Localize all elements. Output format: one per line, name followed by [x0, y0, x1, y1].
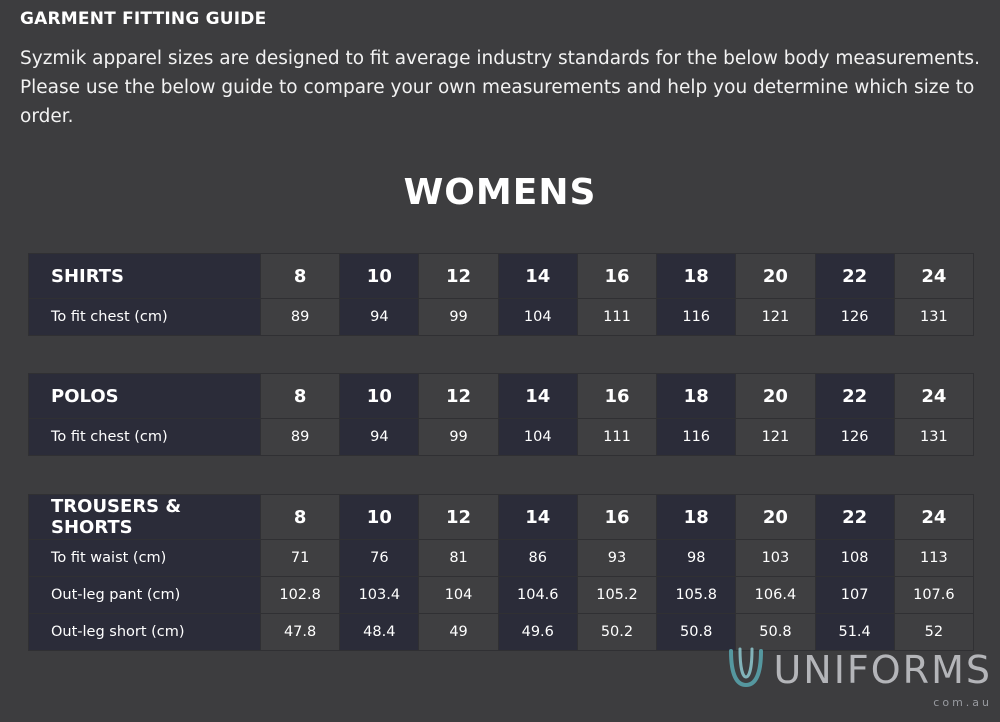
table-cell: 106.4 — [735, 576, 816, 614]
table-cell: 111 — [576, 418, 658, 456]
table-cell: 121 — [735, 298, 816, 336]
watermark-name: UNIFORMS — [773, 648, 992, 692]
size-header: 24 — [893, 373, 975, 419]
size-header: 10 — [339, 373, 420, 419]
table-cell: 99 — [418, 418, 499, 456]
table-cell: 103.4 — [339, 576, 420, 614]
page-heading: GARMENT FITTING GUIDE — [20, 9, 267, 29]
table-cell: 105.8 — [656, 576, 737, 614]
watermark-text: UNIFORMS com.au — [773, 648, 992, 709]
size-header: 18 — [656, 373, 737, 419]
table-cell: 48.4 — [339, 613, 420, 651]
table-cell: 104 — [418, 576, 499, 614]
size-header: 14 — [497, 494, 578, 540]
size-header: 18 — [656, 494, 737, 540]
table-cell: 52 — [893, 613, 975, 651]
table-cell: 94 — [339, 298, 420, 336]
table-cell: 104 — [497, 298, 578, 336]
row-label: Out-leg short (cm) — [28, 613, 261, 651]
section-title-womens: WOMENS — [403, 172, 597, 213]
table-cell: 116 — [656, 298, 737, 336]
size-header: 22 — [814, 494, 895, 540]
size-header: 10 — [339, 494, 420, 540]
size-header: 8 — [259, 373, 341, 419]
size-header: 22 — [814, 253, 895, 299]
table-cell: 131 — [893, 418, 975, 456]
shirts-size-table: SHIRTS 8 10 12 14 16 18 20 22 24 To fit … — [28, 253, 975, 336]
size-header: 14 — [497, 373, 578, 419]
table-cell: 105.2 — [576, 576, 658, 614]
table-cell: 93 — [576, 539, 658, 577]
size-header: 12 — [418, 494, 499, 540]
table-cell: 103 — [735, 539, 816, 577]
row-label: To fit chest (cm) — [28, 418, 261, 456]
table-cell: 108 — [814, 539, 895, 577]
size-header: 22 — [814, 373, 895, 419]
trousers-shorts-size-table: TROUSERS & SHORTS 8 10 12 14 16 18 20 22… — [28, 494, 975, 651]
size-header: 24 — [893, 494, 975, 540]
intro-paragraph: Syzmik apparel sizes are designed to fit… — [20, 48, 980, 127]
table-cell: 126 — [814, 418, 895, 456]
table-cell: 71 — [259, 539, 341, 577]
size-header: 16 — [576, 373, 658, 419]
size-header: 8 — [259, 494, 341, 540]
table-cell: 104 — [497, 418, 578, 456]
table-cell: 50.8 — [656, 613, 737, 651]
table-cell: 111 — [576, 298, 658, 336]
table-cell: 49.6 — [497, 613, 578, 651]
table-cell: 98 — [656, 539, 737, 577]
table-header-row: SHIRTS 8 10 12 14 16 18 20 22 24 — [28, 253, 975, 299]
size-header: 20 — [735, 494, 816, 540]
size-header: 16 — [576, 494, 658, 540]
size-header: 12 — [418, 253, 499, 299]
table-cell: 131 — [893, 298, 975, 336]
table-row: To fit waist (cm) 71 76 81 86 93 98 103 … — [28, 539, 975, 577]
row-label: Out-leg pant (cm) — [28, 576, 261, 614]
size-header: 8 — [259, 253, 341, 299]
table-cell: 104.6 — [497, 576, 578, 614]
table-cell: 116 — [656, 418, 737, 456]
size-header: 18 — [656, 253, 737, 299]
size-header: 12 — [418, 373, 499, 419]
table-header-row: TROUSERS & SHORTS 8 10 12 14 16 18 20 22… — [28, 494, 975, 540]
row-label: To fit waist (cm) — [28, 539, 261, 577]
table-row: To fit chest (cm) 89 94 99 104 111 116 1… — [28, 298, 975, 336]
table-cell: 76 — [339, 539, 420, 577]
table-row: Out-leg pant (cm) 102.8 103.4 104 104.6 … — [28, 576, 975, 614]
table-cell: 47.8 — [259, 613, 341, 651]
table-cell: 81 — [418, 539, 499, 577]
size-header: 16 — [576, 253, 658, 299]
table-cell: 51.4 — [814, 613, 895, 651]
table-title: SHIRTS — [28, 253, 261, 299]
polos-size-table: POLOS 8 10 12 14 16 18 20 22 24 To fit c… — [28, 373, 975, 456]
table-cell: 113 — [893, 539, 975, 577]
table-cell: 102.8 — [259, 576, 341, 614]
watermark-domain: com.au — [933, 696, 992, 709]
row-label: To fit chest (cm) — [28, 298, 261, 336]
size-header: 24 — [893, 253, 975, 299]
table-title: TROUSERS & SHORTS — [28, 494, 261, 540]
table-cell: 50.8 — [735, 613, 816, 651]
table-row: Out-leg short (cm) 47.8 48.4 49 49.6 50.… — [28, 613, 975, 651]
table-cell: 107.6 — [893, 576, 975, 614]
table-cell: 49 — [418, 613, 499, 651]
table-cell: 89 — [259, 418, 341, 456]
table-cell: 86 — [497, 539, 578, 577]
table-title: POLOS — [28, 373, 261, 419]
table-cell: 50.2 — [576, 613, 658, 651]
table-cell: 94 — [339, 418, 420, 456]
uniforms-logo-icon — [729, 647, 764, 688]
table-header-row: POLOS 8 10 12 14 16 18 20 22 24 — [28, 373, 975, 419]
size-header: 20 — [735, 373, 816, 419]
size-header: 20 — [735, 253, 816, 299]
uniforms-watermark: UNIFORMS com.au — [725, 645, 992, 709]
size-header: 14 — [497, 253, 578, 299]
table-cell: 121 — [735, 418, 816, 456]
table-cell: 107 — [814, 576, 895, 614]
table-cell: 99 — [418, 298, 499, 336]
table-cell: 89 — [259, 298, 341, 336]
table-cell: 126 — [814, 298, 895, 336]
table-row: To fit chest (cm) 89 94 99 104 111 116 1… — [28, 418, 975, 456]
size-header: 10 — [339, 253, 420, 299]
